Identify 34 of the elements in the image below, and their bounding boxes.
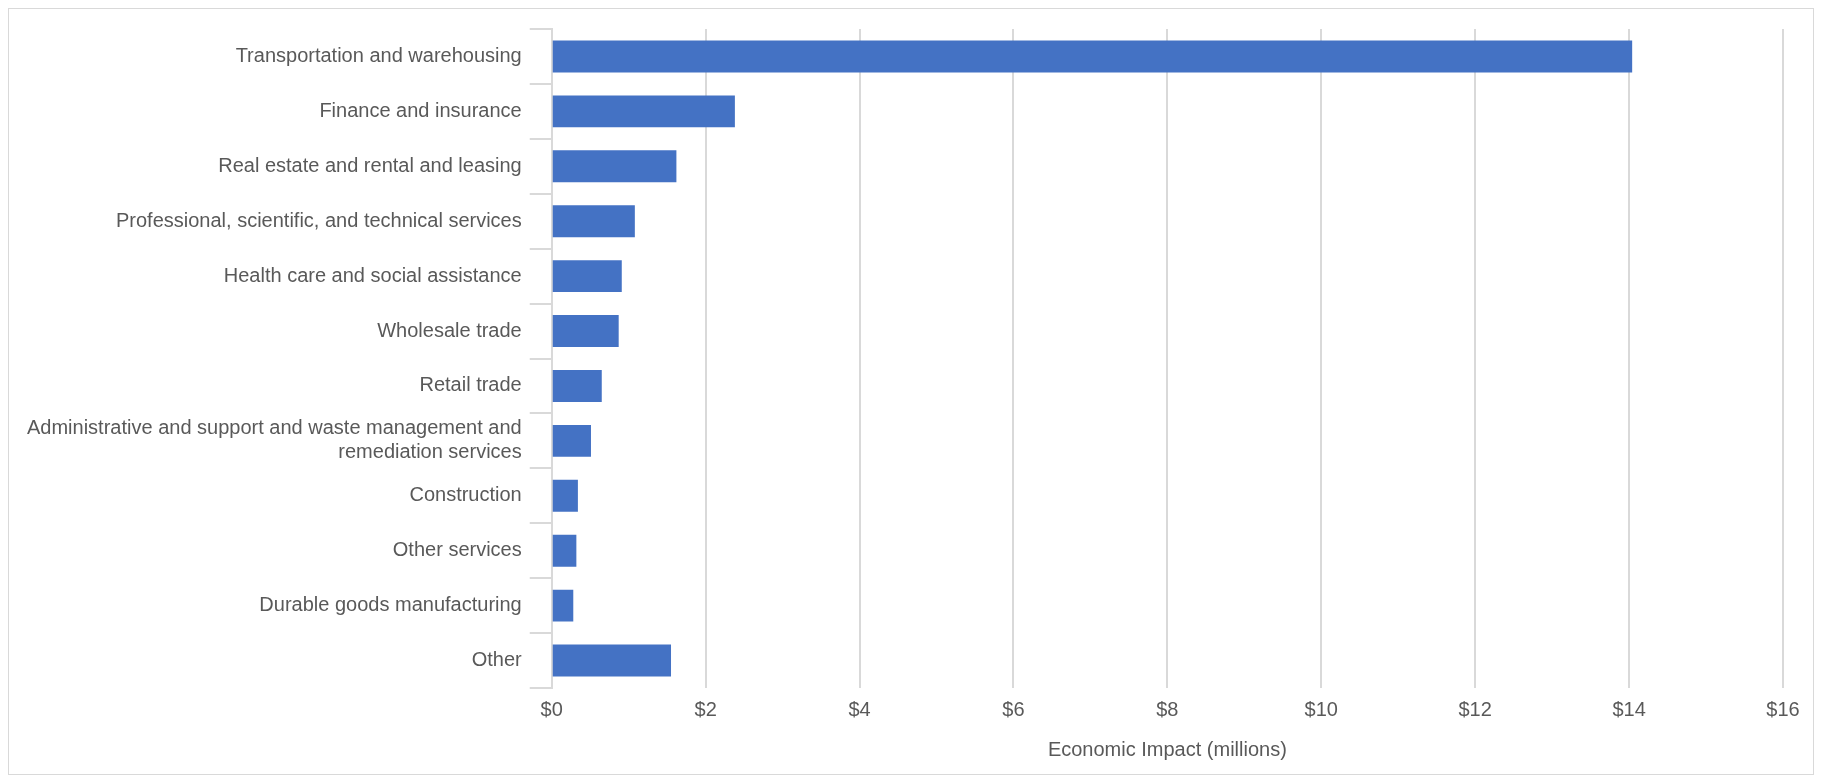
y-tick-label: Health care and social assistance <box>223 263 522 286</box>
bar <box>552 205 635 238</box>
x-tick-label: $14 <box>1612 697 1646 720</box>
y-tick-label: Other <box>471 648 523 671</box>
bar <box>552 479 578 512</box>
bar <box>552 424 591 457</box>
y-tick-label: Other services <box>392 538 522 561</box>
bar <box>552 95 735 128</box>
x-axis-title: Economic Impact (millions) <box>1047 737 1287 760</box>
y-tick-label: Transportation and warehousing <box>235 43 522 66</box>
bar <box>552 589 574 622</box>
bar <box>552 260 622 293</box>
y-tick-label: Retail trade <box>419 373 522 396</box>
x-tick-label: $2 <box>694 697 717 720</box>
y-tick-label: Finance and insurance <box>319 98 522 121</box>
x-tick-label: $10 <box>1304 697 1338 720</box>
bar <box>552 644 672 677</box>
x-tick-label: $12 <box>1458 697 1492 720</box>
bar <box>552 40 1633 73</box>
x-tick-label: $8 <box>1156 697 1179 720</box>
y-tick-label: Durable goods manufacturing <box>259 593 522 616</box>
bar <box>552 150 677 183</box>
y-tick-label: Wholesale trade <box>377 318 522 341</box>
y-tick-label: Real estate and rental and leasing <box>218 153 522 176</box>
bar <box>552 315 619 347</box>
x-tick-label: $6 <box>1002 697 1025 720</box>
y-tick-label: Professional, scientific, and technical services <box>115 208 522 231</box>
x-tick-label: $4 <box>848 697 871 720</box>
y-tick-label: Administrative and support and waste management and remediation services <box>26 416 522 463</box>
bar <box>552 534 577 567</box>
y-tick-label: Construction <box>409 483 522 506</box>
x-tick-label: $16 <box>1766 697 1800 720</box>
x-tick-label: $0 <box>540 697 563 720</box>
bar <box>552 370 602 402</box>
